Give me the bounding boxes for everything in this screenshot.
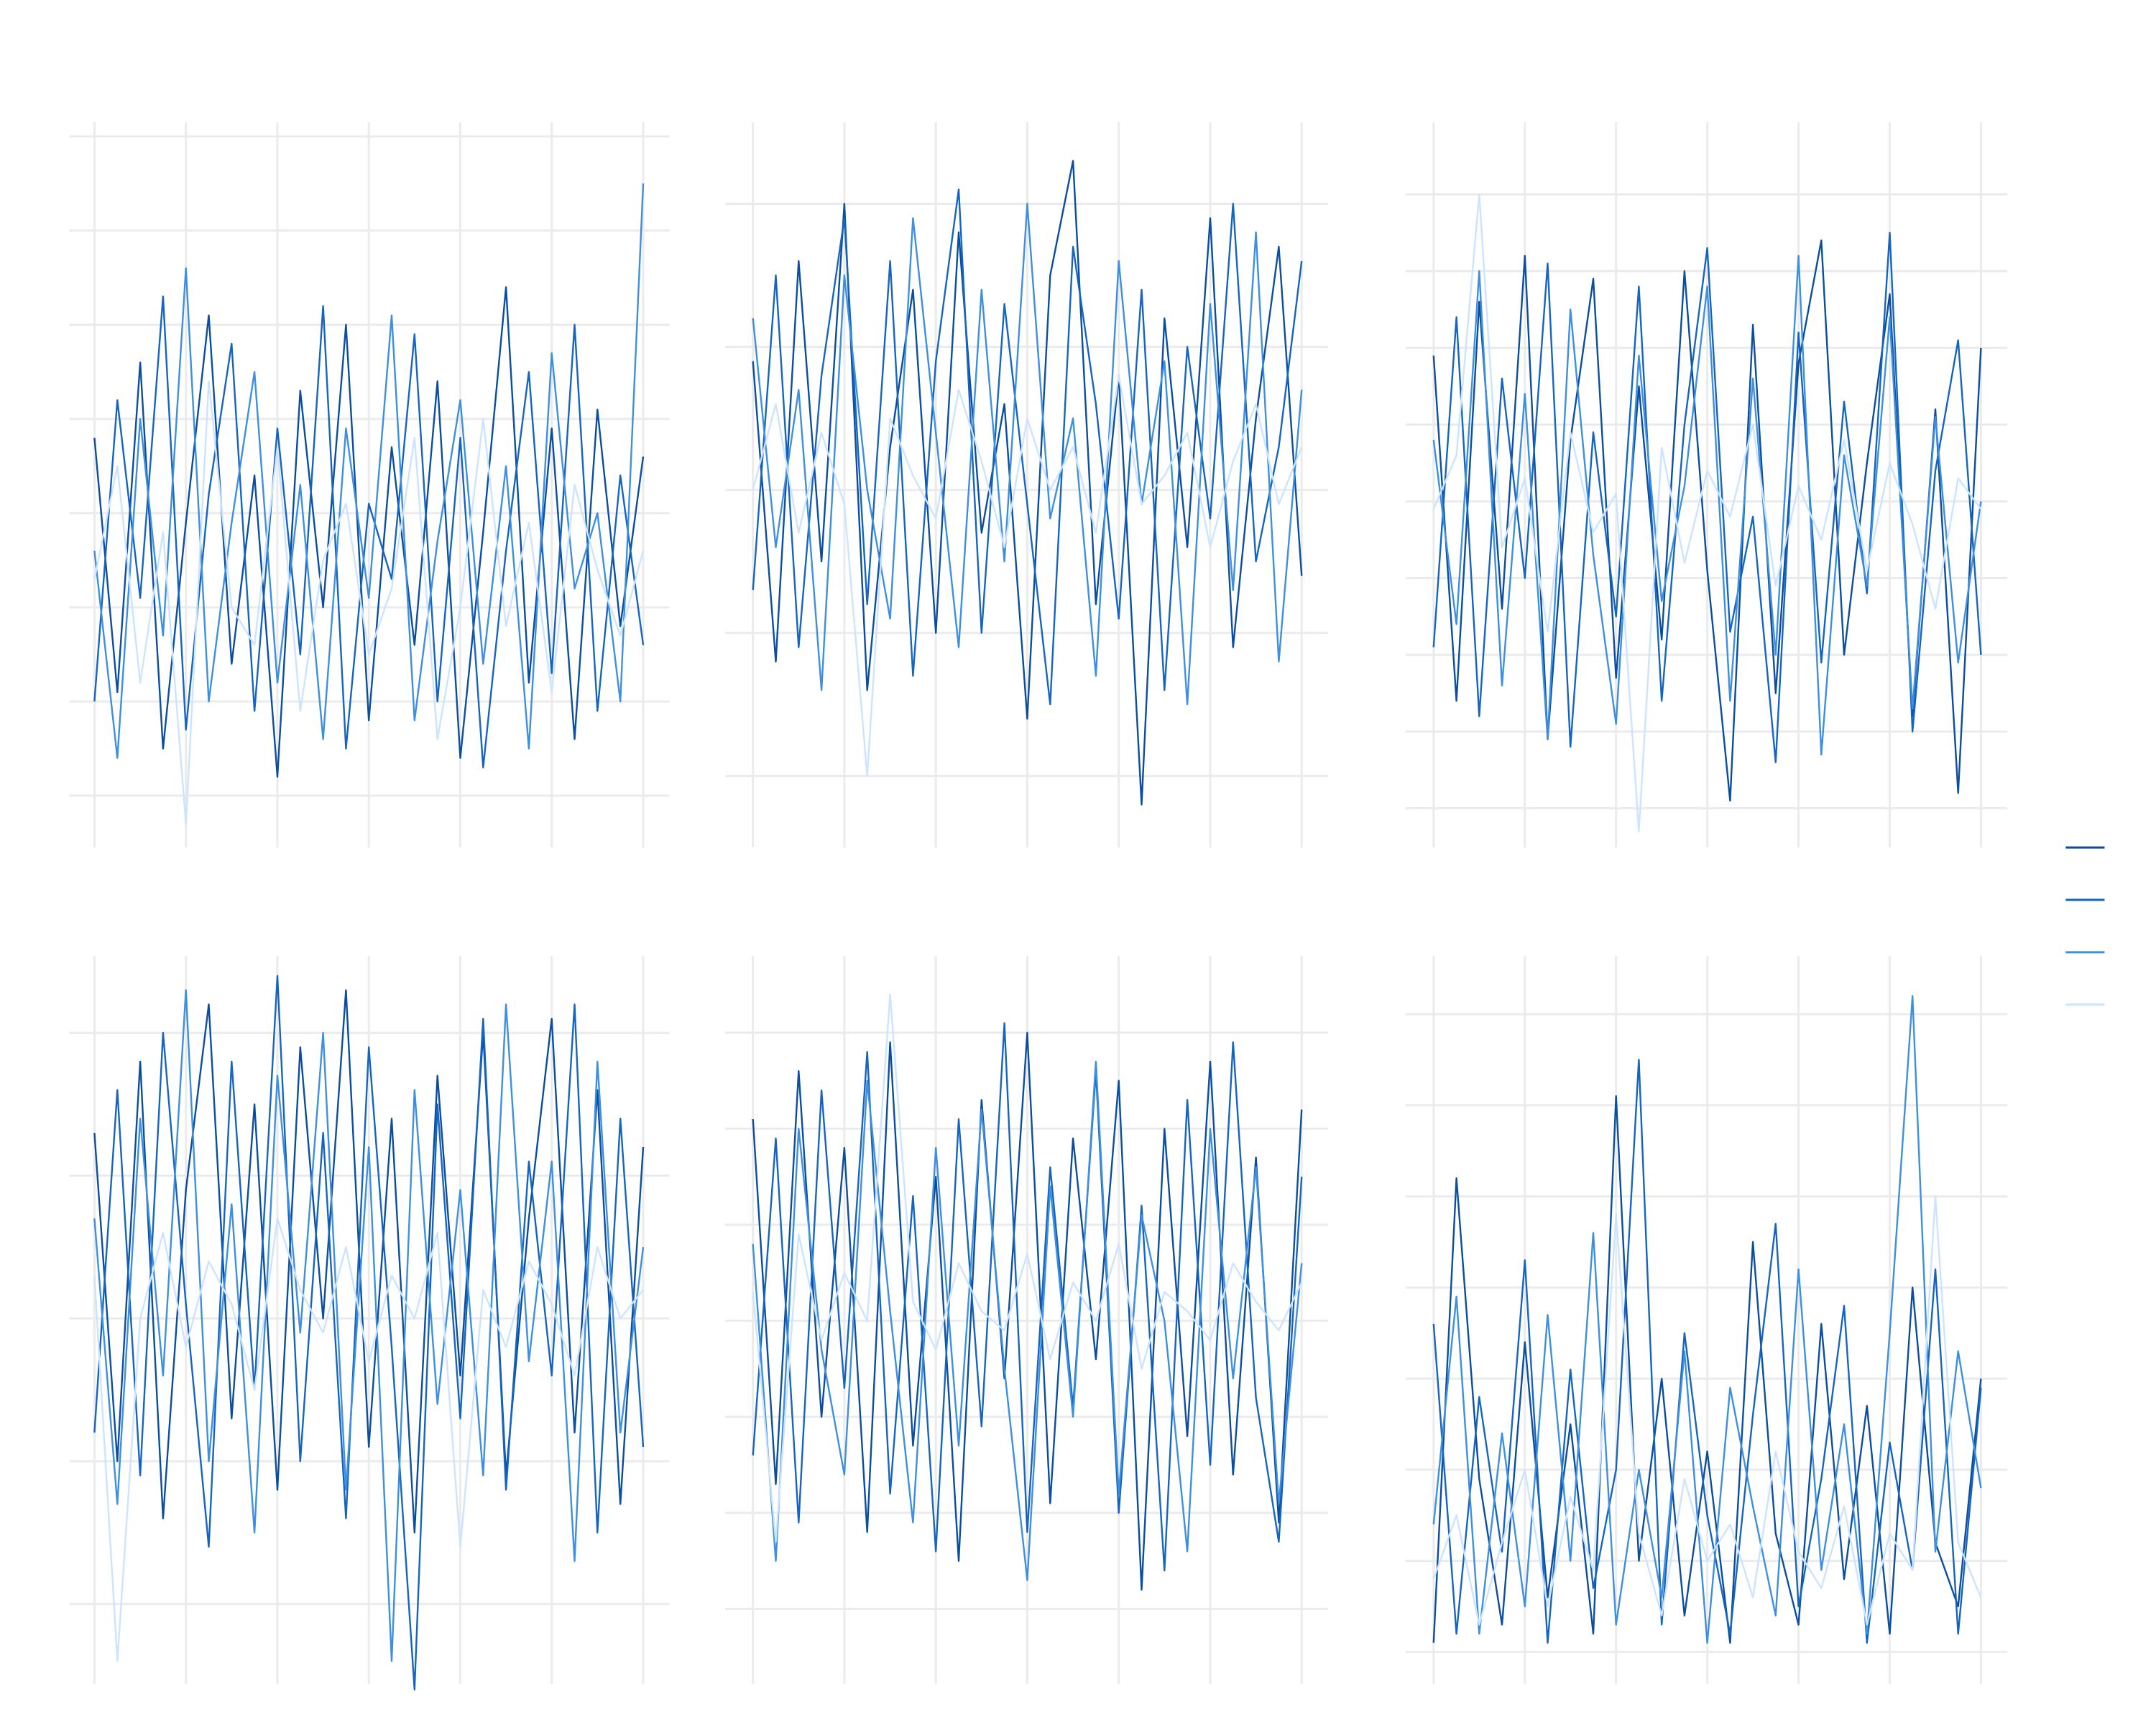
trace-line: [1432, 254, 1982, 756]
trace-line: [1432, 239, 1982, 802]
panel: [69, 955, 670, 1690]
trace-line: [1432, 995, 1982, 1644]
trace-line: [93, 975, 645, 1690]
trace-line: [1432, 1059, 1982, 1644]
panel: [725, 955, 1328, 1684]
trace-line: [752, 203, 1303, 706]
trace-line: [93, 295, 645, 768]
trace-line: [752, 1022, 1303, 1572]
trace-line: [93, 989, 645, 1662]
trace-line: [93, 380, 645, 825]
panel: [725, 122, 1328, 848]
trace-line: [93, 286, 645, 778]
trace-line: [752, 1060, 1303, 1581]
trace-line: [1432, 193, 1982, 832]
trace-line: [93, 989, 645, 1534]
trace-line: [752, 188, 1303, 706]
trace-line: [93, 183, 645, 759]
panel: [1406, 955, 2008, 1684]
trace-line: [1432, 1195, 1982, 1626]
trace-line: [752, 993, 1303, 1543]
trace-line: [752, 160, 1303, 806]
trace-line: [1432, 1095, 1982, 1644]
trace-line: [752, 374, 1303, 777]
trace-line: [752, 1031, 1303, 1591]
panel: [69, 122, 670, 848]
legend: [2065, 846, 2105, 1006]
panel: [1406, 122, 2008, 848]
trace-line: [93, 1218, 644, 1662]
trace-line: [1432, 231, 1982, 763]
